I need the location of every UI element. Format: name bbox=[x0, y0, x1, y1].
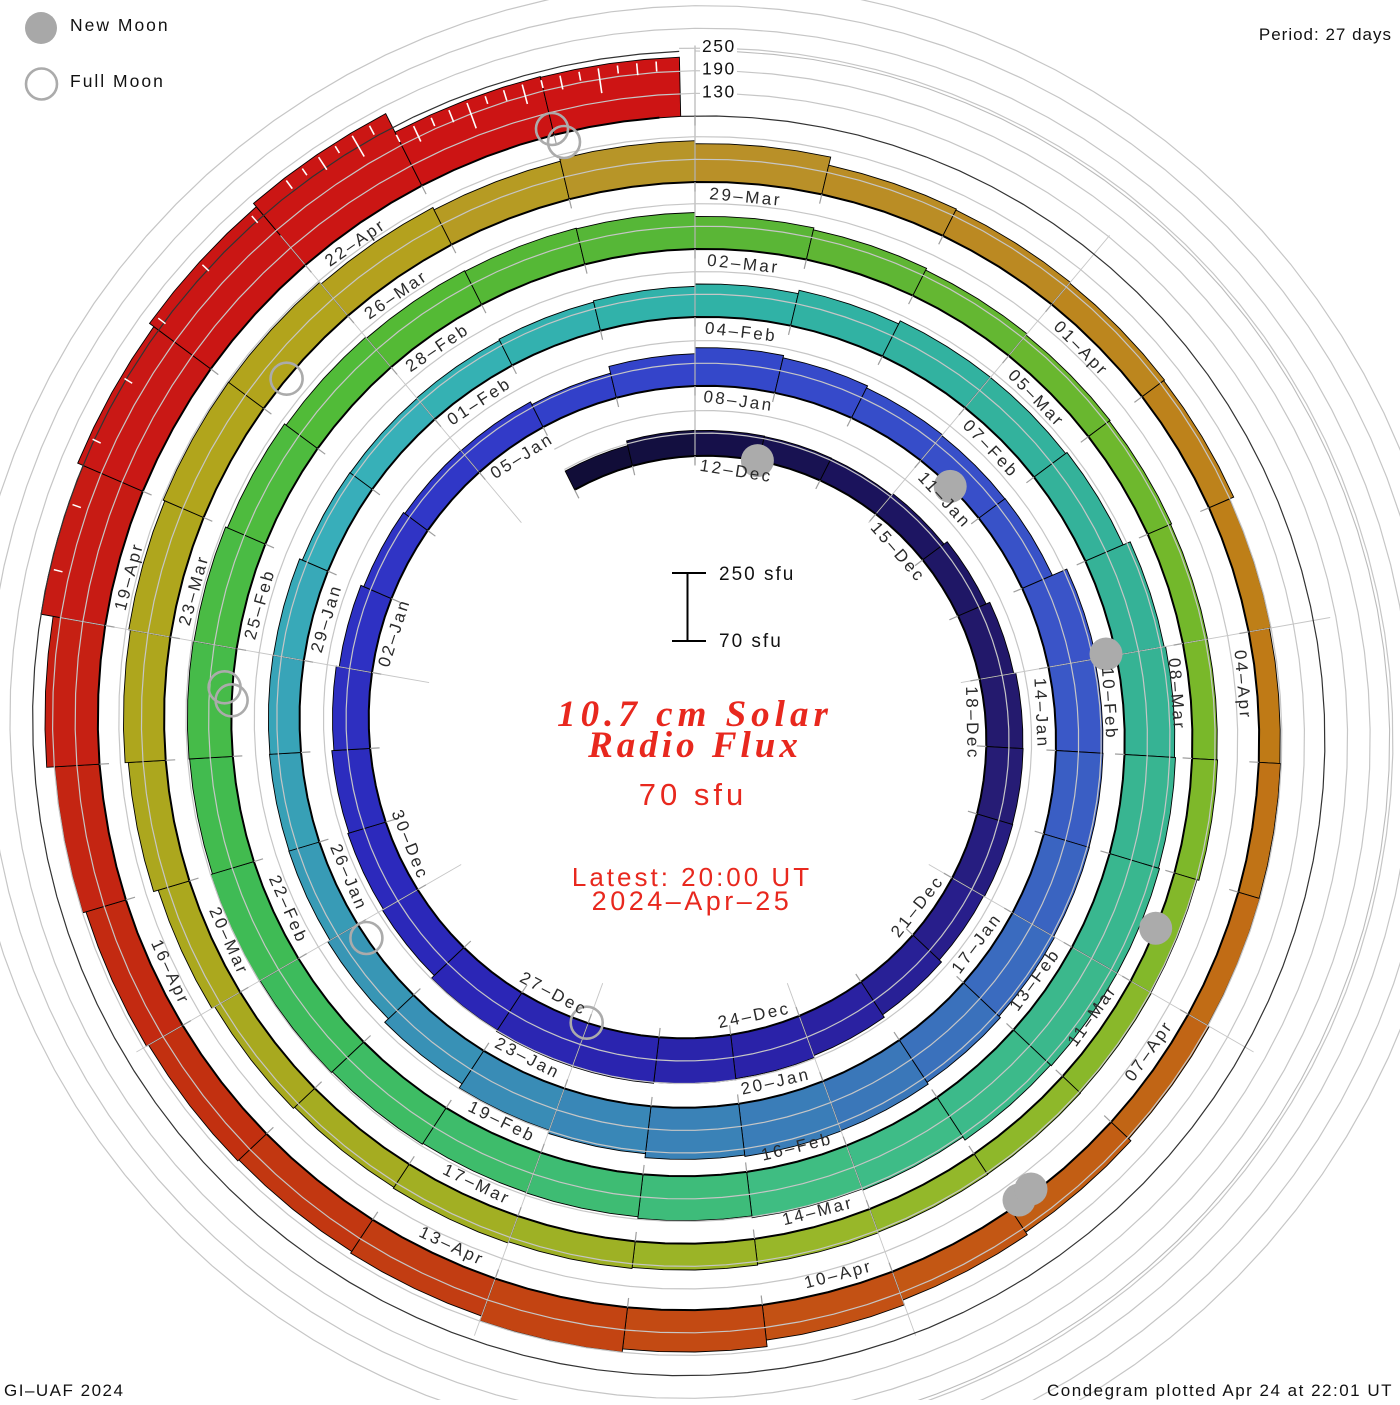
svg-text:Condegram plotted Apr 24 at 22: Condegram plotted Apr 24 at 22:01 UT bbox=[1047, 1381, 1393, 1400]
svg-text:Latest: 20:00 UT: Latest: 20:00 UT bbox=[572, 862, 812, 892]
svg-text:GI–UAF 2024: GI–UAF 2024 bbox=[4, 1381, 124, 1400]
svg-text:18–Dec: 18–Dec bbox=[962, 686, 983, 760]
svg-text:250: 250 bbox=[702, 36, 736, 56]
svg-text:250 sfu: 250 sfu bbox=[719, 564, 795, 585]
svg-text:Radio Flux: Radio Flux bbox=[587, 725, 802, 766]
svg-text:190: 190 bbox=[702, 59, 736, 79]
svg-text:70 sfu: 70 sfu bbox=[639, 777, 747, 812]
svg-text:130: 130 bbox=[702, 81, 736, 101]
svg-text:14–Jan: 14–Jan bbox=[1030, 677, 1052, 749]
svg-text:10–Feb: 10–Feb bbox=[1098, 667, 1122, 741]
svg-text:70 sfu: 70 sfu bbox=[719, 631, 783, 652]
svg-text:10.7 cm Solar: 10.7 cm Solar bbox=[557, 694, 833, 735]
svg-text:Period: 27 days: Period: 27 days bbox=[1259, 25, 1392, 44]
svg-text:Full Moon: Full Moon bbox=[70, 71, 165, 91]
svg-text:2024–Apr–25: 2024–Apr–25 bbox=[592, 886, 793, 916]
svg-text:New Moon: New Moon bbox=[70, 15, 170, 35]
